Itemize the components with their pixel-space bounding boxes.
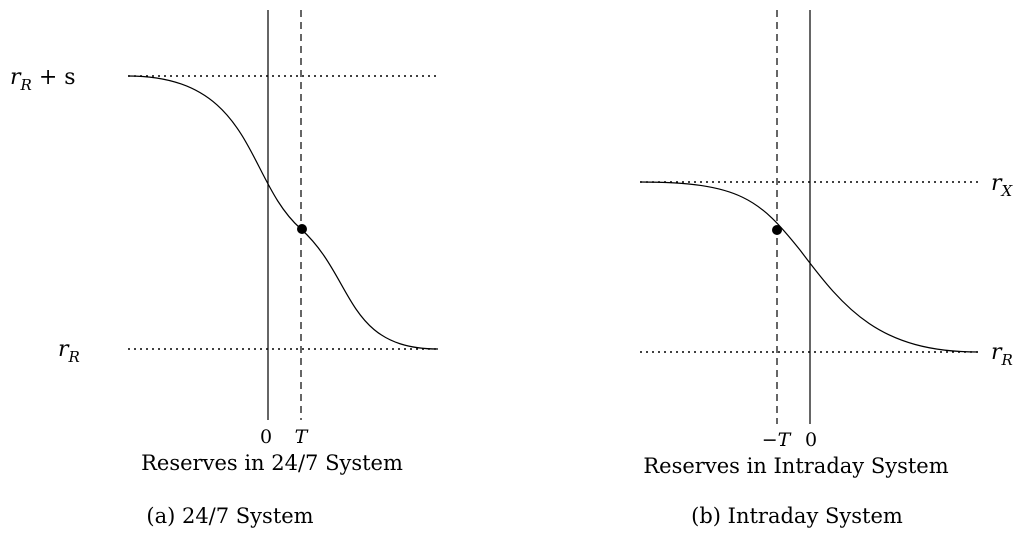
- panel-b-subtitle: Reserves in Intraday System: [643, 454, 948, 478]
- panel-b-lower-level-label: rR: [991, 340, 1013, 369]
- panel-b-point-at-negT: [772, 225, 782, 235]
- panel-b-reserve-curve: [639, 181, 979, 353]
- panel-a-lower-level-label: rR: [58, 337, 80, 366]
- panel-a-tick-zero: 0: [260, 426, 272, 448]
- panel-b-intraday-system: rX rR −T 0 Reserves in Intraday System (…: [639, 10, 1014, 528]
- panel-a-upper-level-label: rR + s: [10, 65, 76, 94]
- panel-a-reserve-curve: [127, 75, 439, 350]
- panel-b-upper-level-label: rX: [991, 171, 1014, 200]
- panel-a-point-at-T: [297, 224, 307, 234]
- panel-b-caption: (b) Intraday System: [691, 504, 903, 528]
- panel-a-subtitle: Reserves in 24/7 System: [141, 451, 403, 475]
- panel-b-tick-zero: 0: [805, 429, 817, 451]
- panel-b-tick-negT: −T: [762, 429, 792, 451]
- panel-a-24-7-system: rR + s rR 0 T Reserves in 24/7 System (a…: [10, 10, 439, 528]
- panel-a-caption: (a) 24/7 System: [146, 504, 313, 528]
- panel-a-tick-T: T: [295, 426, 309, 448]
